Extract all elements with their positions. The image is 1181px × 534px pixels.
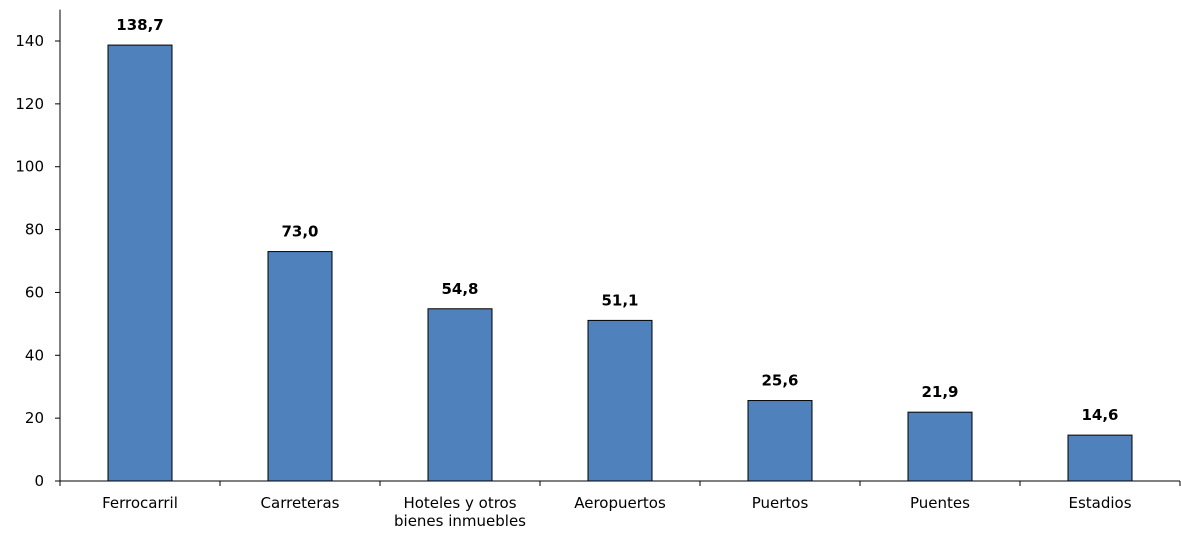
y-tick-label: 120 <box>15 95 44 113</box>
bar <box>1067 434 1133 482</box>
y-tick-label: 100 <box>15 158 44 176</box>
bar <box>427 308 493 482</box>
x-category-label-line: Puertos <box>752 494 809 512</box>
data-label: 14,6 <box>1081 406 1118 424</box>
x-category-label-line: Puentes <box>910 494 970 512</box>
x-category-label: Estadios <box>1068 494 1131 512</box>
y-tick-label: 80 <box>25 221 44 239</box>
bar <box>907 411 973 482</box>
data-label: 54,8 <box>441 280 478 298</box>
y-tick-label: 60 <box>25 283 44 301</box>
x-category-label: Carreteras <box>261 494 340 512</box>
data-label: 138,7 <box>116 16 163 34</box>
bar <box>587 319 653 482</box>
y-tick-label: 0 <box>34 472 44 490</box>
bar <box>747 400 813 482</box>
x-category-label-line: Ferrocarril <box>102 494 178 512</box>
y-tick-label: 20 <box>25 409 44 427</box>
x-category-label: Hoteles y otros bienes inmuebles <box>394 494 526 530</box>
x-category-label-line: Aeropuertos <box>574 494 666 512</box>
bar <box>107 44 173 482</box>
bar <box>267 251 333 482</box>
data-label: 25,6 <box>761 372 798 390</box>
x-category-label-line: Estadios <box>1068 494 1131 512</box>
data-label: 51,1 <box>601 291 638 309</box>
y-tick-label: 40 <box>25 346 44 364</box>
y-tick-label: 140 <box>15 32 44 50</box>
x-axis: Ferrocarril Carreteras Hoteles y otros bien… <box>59 480 1181 530</box>
x-category-label: Puentes <box>910 494 970 512</box>
x-category-label: Puertos <box>752 494 809 512</box>
y-axis: 0 20 40 60 80 100 120 140 <box>15 9 61 490</box>
bars: 138,7 73,0 54,8 51,1 25,6 21,9 14,6 <box>107 16 1133 482</box>
x-category-label: Aeropuertos <box>574 494 666 512</box>
x-category-label-line: Carreteras <box>261 494 340 512</box>
data-label: 73,0 <box>281 223 318 241</box>
x-category-label: Ferrocarril <box>102 494 178 512</box>
x-category-label-line: Hoteles y otros <box>403 494 516 512</box>
data-label: 21,9 <box>921 383 958 401</box>
x-category-label-line: bienes inmuebles <box>394 512 526 530</box>
